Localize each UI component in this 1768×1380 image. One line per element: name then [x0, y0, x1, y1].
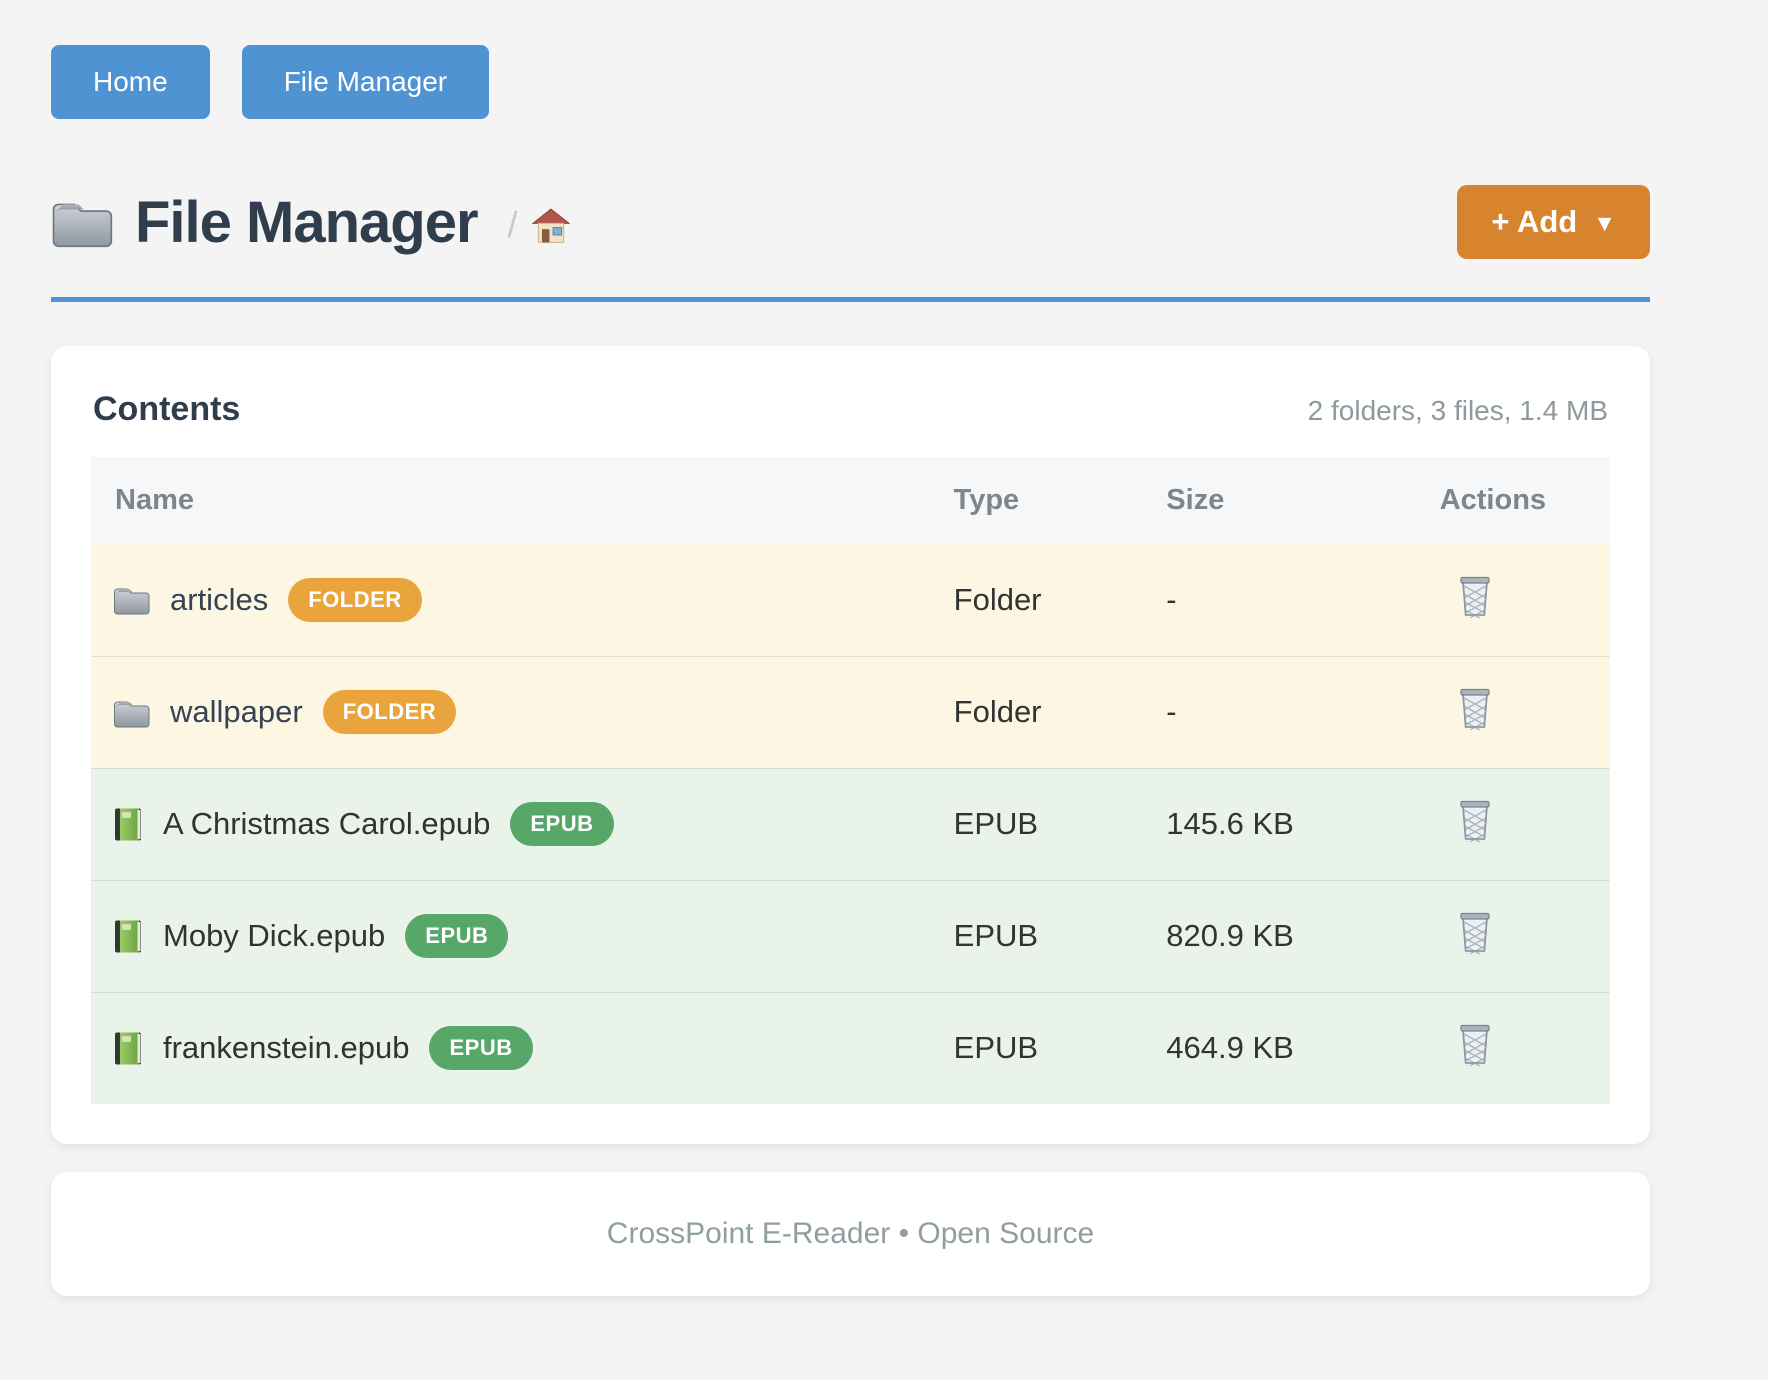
contents-summary: 2 folders, 3 files, 1.4 MB	[1307, 395, 1608, 426]
delete-button[interactable]	[1456, 686, 1494, 733]
nav-home-button[interactable]: Home	[51, 45, 210, 119]
item-type: EPUB	[953, 1030, 1039, 1066]
item-type: Folder	[953, 581, 1042, 617]
house-icon[interactable]	[531, 208, 571, 244]
column-header-size: Size	[1154, 457, 1428, 544]
files-table: Name Type Size Actions	[91, 457, 1610, 1104]
contents-card: Contents 2 folders, 3 files, 1.4 MB Name…	[51, 346, 1650, 1144]
item-name[interactable]: A Christmas Carol.epub	[163, 806, 491, 841]
footer-card: CrossPoint E-Reader • Open Source	[51, 1172, 1650, 1296]
table-row: wallpaper FOLDER Folder -	[91, 656, 1610, 768]
page-title: File Manager	[135, 189, 479, 255]
breadcrumb-separator: /	[507, 204, 518, 245]
title-wrap: File Manager /	[51, 189, 571, 256]
delete-button[interactable]	[1456, 798, 1494, 845]
item-name[interactable]: Moby Dick.epub	[163, 918, 386, 953]
item-type: EPUB	[953, 806, 1039, 841]
epub-badge: EPUB	[405, 914, 509, 958]
caret-down-icon: ▼	[1593, 209, 1616, 236]
table-row: frankenstein.epub EPUB EPUB 464.9 KB	[91, 992, 1610, 1104]
nav-file-manager-button[interactable]: File Manager	[241, 45, 490, 119]
trash-icon	[1456, 800, 1494, 845]
table-row: Moby Dick.epub EPUB EPUB 820.9 KB	[91, 880, 1610, 992]
trash-icon	[1456, 688, 1494, 733]
footer-text: CrossPoint E-Reader • Open Source	[606, 1217, 1095, 1250]
delete-button[interactable]	[1456, 574, 1494, 621]
add-button[interactable]: + Add ▼	[1457, 185, 1650, 259]
table-header-row: Name Type Size Actions	[91, 457, 1610, 544]
item-name[interactable]: wallpaper	[170, 694, 303, 729]
add-button-label: + Add	[1491, 204, 1578, 239]
item-size: -	[1166, 581, 1177, 617]
delete-button[interactable]	[1456, 910, 1494, 957]
item-size: -	[1166, 694, 1177, 729]
item-type: Folder	[953, 694, 1042, 729]
delete-button[interactable]	[1456, 1022, 1494, 1069]
card-head: Contents 2 folders, 3 files, 1.4 MB	[91, 386, 1610, 457]
table-row: A Christmas Carol.epub EPUB EPUB 145.6 K…	[91, 768, 1610, 880]
top-nav: Home File Manager	[51, 45, 1650, 119]
column-header-type: Type	[941, 457, 1155, 544]
item-name[interactable]: articles	[170, 581, 269, 617]
trash-icon	[1456, 1025, 1494, 1069]
table-row: articles FOLDER Folder -	[91, 544, 1610, 656]
epub-badge: EPUB	[429, 1026, 533, 1071]
item-size: 820.9 KB	[1166, 918, 1294, 953]
title-rule	[51, 297, 1650, 302]
folder-icon	[51, 196, 113, 248]
item-size: 464.9 KB	[1166, 1030, 1294, 1066]
item-type: EPUB	[953, 918, 1039, 953]
column-header-name: Name	[91, 457, 942, 544]
card-title: Contents	[93, 390, 241, 428]
item-name[interactable]: frankenstein.epub	[163, 1030, 410, 1066]
folder-badge: FOLDER	[288, 577, 422, 622]
book-icon	[113, 919, 143, 954]
page-header: File Manager / + Add ▼	[51, 185, 1650, 259]
trash-icon	[1456, 576, 1494, 621]
epub-badge: EPUB	[510, 802, 614, 846]
folder-icon	[113, 584, 150, 615]
item-size: 145.6 KB	[1166, 806, 1294, 841]
trash-icon	[1456, 912, 1494, 957]
book-icon	[113, 807, 143, 842]
folder-icon	[113, 697, 150, 728]
book-icon	[113, 1031, 143, 1066]
column-header-actions: Actions	[1427, 457, 1610, 544]
folder-badge: FOLDER	[322, 690, 457, 734]
